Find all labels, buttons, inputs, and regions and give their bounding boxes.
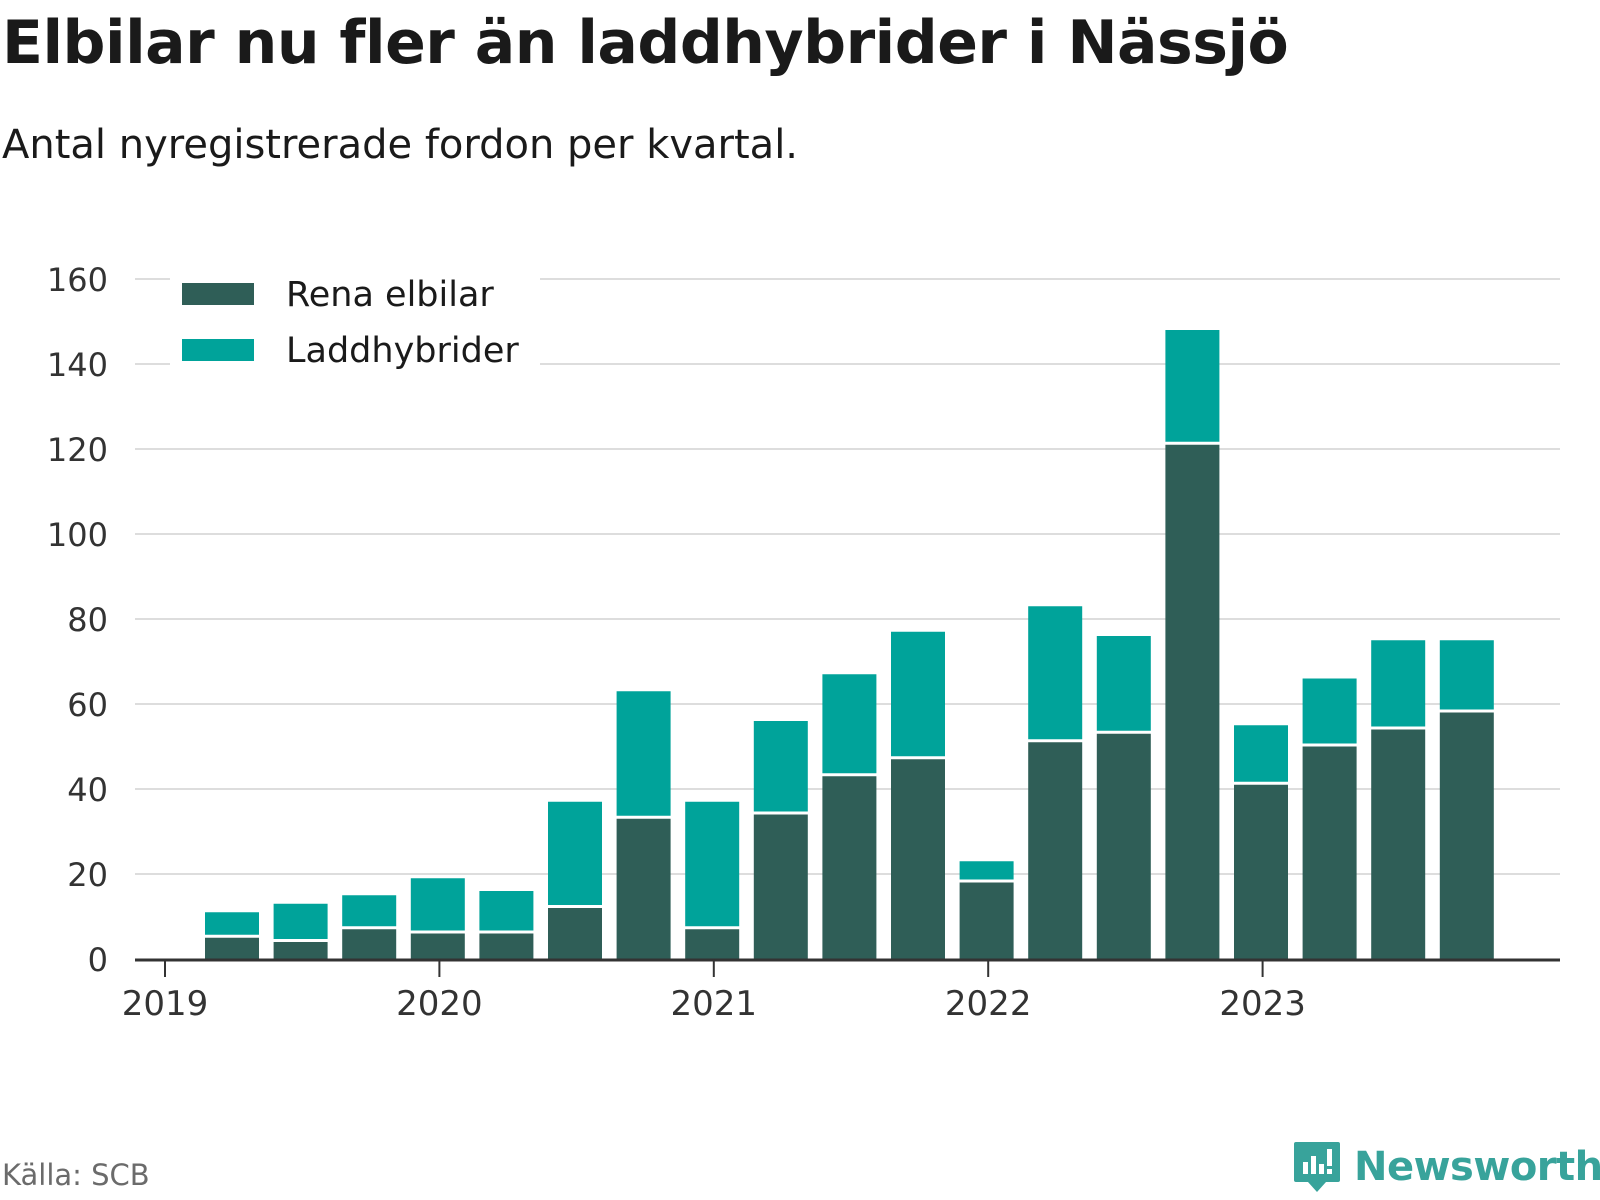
y-tick-label-120: 120 [47,431,108,469]
bar-laddhybrider-0 [205,912,259,935]
y-tick-label-60: 60 [67,686,108,724]
y-tick-label-0: 0 [88,941,108,979]
newsworthy-logo-icon [1294,1142,1340,1192]
y-tick-label-140: 140 [47,346,108,384]
bar-elbilar-7 [685,929,740,959]
bar-elbilar-3 [410,933,465,959]
bar-elbilar-11 [959,882,1014,959]
bar-elbilar-16 [1302,746,1357,959]
bar-elbilar-8 [753,814,808,959]
legend-swatch-0 [182,283,254,305]
legend-background [170,262,540,382]
newsworthy-logo: Newsworthy [1292,1140,1600,1194]
bar-elbilar-2 [342,929,397,959]
bar-laddhybrider-4 [479,891,534,931]
y-tick-label-100: 100 [47,516,108,554]
bar-elbilar-5 [548,908,602,959]
bar-laddhybrider-16 [1302,678,1357,744]
bar-laddhybrider-8 [753,721,808,812]
bar-elbilar-4 [479,933,534,959]
x-tick-label-2022: 2022 [945,984,1032,1024]
bar-laddhybrider-3 [410,878,465,931]
bar-laddhybrider-13 [1096,636,1151,731]
bar-elbilar-13 [1096,733,1151,959]
brand-name: Newsworthy [1354,1144,1600,1190]
bar-laddhybrider-14 [1165,330,1220,442]
y-tick-label-160: 160 [47,261,108,299]
bar-laddhybrider-5 [548,801,602,905]
bar-elbilar-0 [205,937,259,959]
legend-label-1: Laddhybrider [286,331,519,371]
bar-elbilar-10 [891,759,945,959]
bar-laddhybrider-10 [891,631,945,757]
bar-elbilar-17 [1371,729,1426,959]
bar-elbilar-1 [273,942,328,959]
x-tick-label-2019: 2019 [122,984,209,1024]
x-tick-label-2021: 2021 [671,984,758,1024]
y-tick-label-80: 80 [67,601,108,639]
bar-laddhybrider-11 [959,861,1014,880]
x-tick-label-2020: 2020 [396,984,483,1024]
bar-elbilar-6 [616,818,671,959]
chart-title: Elbilar nu fler än laddhybrider i Nässjö [2,8,1289,78]
source-note: Källa: SCB [2,1158,150,1192]
x-tick-label-2023: 2023 [1219,984,1306,1024]
y-tick-label-20: 20 [67,856,108,894]
chart-subtitle: Antal nyregistrerade fordon per kvartal. [2,122,799,168]
bar-laddhybrider-1 [273,903,328,939]
y-tick-label-40: 40 [67,771,108,809]
bar-laddhybrider-15 [1234,725,1288,782]
bar-laddhybrider-6 [616,691,671,816]
bar-laddhybrider-2 [342,895,397,927]
legend-swatch-1 [182,339,254,361]
bar-elbilar-18 [1439,712,1494,959]
bar-laddhybrider-7 [685,801,740,927]
bar-laddhybrider-17 [1371,640,1426,727]
bar-elbilar-15 [1234,784,1288,959]
bar-elbilar-9 [822,776,877,959]
bar-elbilar-14 [1165,444,1220,959]
legend-label-0: Rena elbilar [286,275,494,315]
bar-laddhybrider-18 [1439,640,1494,710]
bar-elbilar-12 [1028,742,1083,959]
bar-laddhybrider-12 [1028,606,1083,740]
bar-laddhybrider-9 [822,674,877,774]
